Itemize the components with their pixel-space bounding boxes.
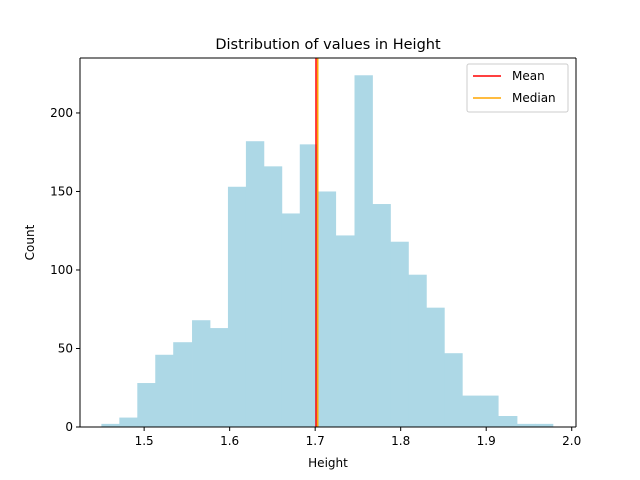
x-tick-label: 1.5 — [135, 434, 154, 448]
histogram-bar — [462, 395, 481, 427]
histogram-bar — [245, 141, 265, 427]
y-tick-label: 50 — [58, 341, 73, 355]
chart-title: Distribution of values in Height — [215, 37, 441, 53]
y-tick-label: 100 — [50, 263, 73, 277]
histogram-bar — [192, 320, 211, 427]
histogram-bar — [227, 186, 247, 427]
y-tick-label: 0 — [65, 420, 73, 434]
histogram-bar — [426, 307, 445, 427]
axes — [79, 57, 577, 428]
y-axis-title: Count — [23, 224, 37, 260]
histogram-bar — [516, 423, 536, 427]
histogram-bar — [317, 191, 337, 427]
x-tick-label: 2.0 — [562, 434, 581, 448]
y-tick-label: 200 — [50, 106, 73, 120]
reference-lines — [315, 58, 319, 427]
histogram-bar — [281, 213, 301, 427]
legend: Mean Median — [466, 63, 569, 113]
y-axis-ticks: 0 50 100 150 200 — [50, 106, 80, 434]
histogram-bar — [299, 144, 319, 428]
histogram-bar — [498, 416, 518, 427]
histogram-bar — [354, 75, 373, 427]
x-tick-label: 1.7 — [306, 434, 325, 448]
x-tick-label: 1.9 — [477, 434, 496, 448]
histogram-bar — [119, 417, 138, 427]
histogram-bar — [155, 354, 174, 427]
histogram-bar — [444, 353, 463, 427]
histogram-bar — [209, 328, 229, 427]
histogram-bar — [390, 241, 409, 427]
histogram-bar — [480, 395, 499, 427]
histogram-bar — [534, 423, 554, 427]
x-axis-title: Height — [308, 456, 348, 470]
x-tick-label: 1.8 — [391, 434, 410, 448]
histogram-bar — [408, 274, 427, 427]
histogram-bars — [101, 75, 554, 428]
x-tick-label: 1.6 — [220, 434, 239, 448]
histogram-bar — [173, 342, 193, 427]
histogram-bar — [101, 423, 120, 427]
x-axis-ticks: 1.5 1.6 1.7 1.8 1.9 2.0 — [135, 427, 581, 448]
histogram-bar — [137, 383, 156, 427]
histogram-bar — [263, 166, 283, 428]
median-legend-label: Median — [512, 91, 556, 105]
histogram-bar — [335, 235, 355, 427]
mean-legend-label: Mean — [512, 69, 545, 83]
y-tick-label: 150 — [50, 184, 73, 198]
histogram-bar — [372, 204, 391, 427]
